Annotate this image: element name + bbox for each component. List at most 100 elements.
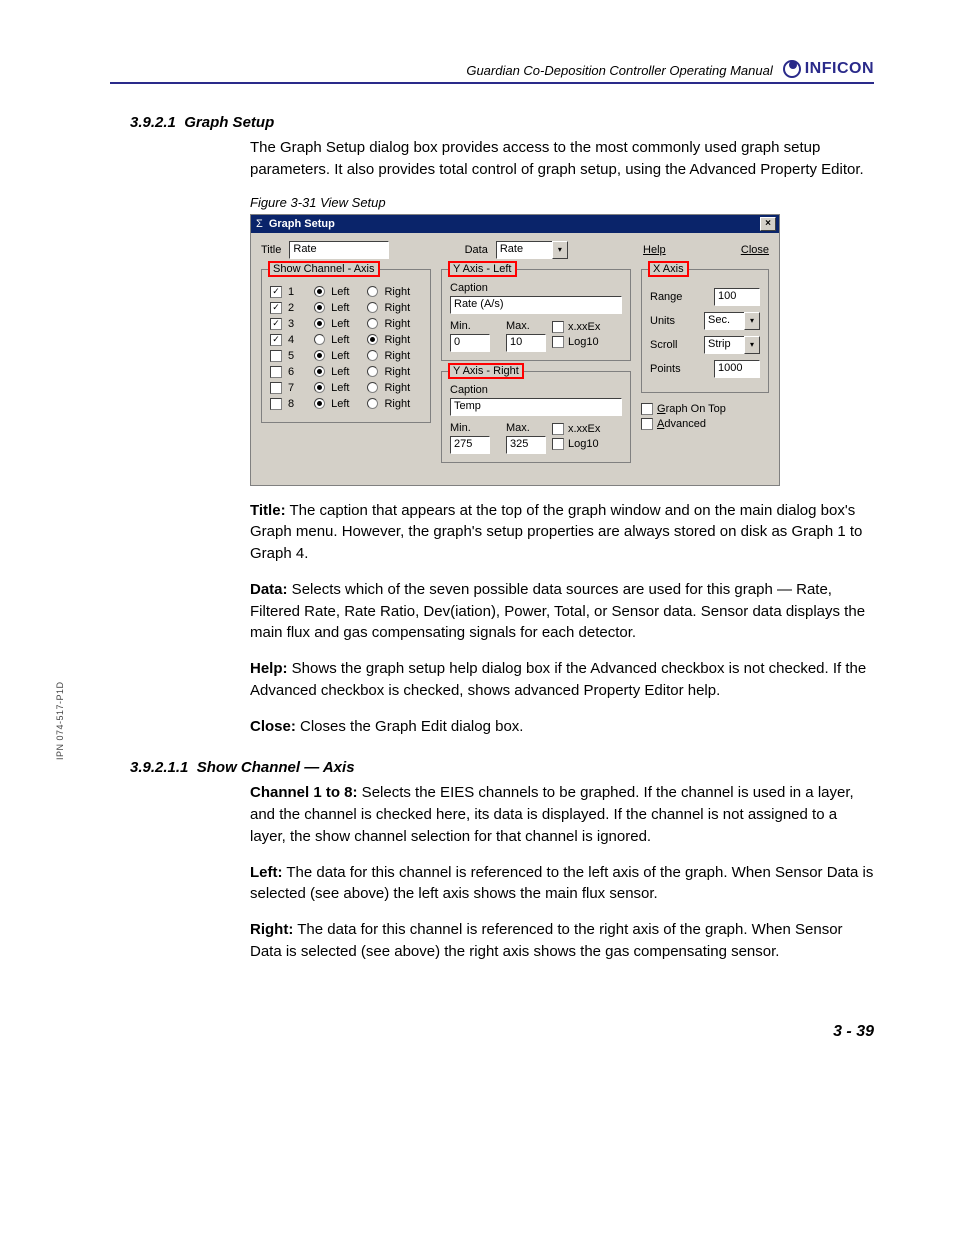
- channel-row-5: 5LeftRight: [270, 350, 422, 362]
- page-number: 3 - 39: [110, 1023, 874, 1041]
- channel-left-radio-1[interactable]: [314, 286, 325, 297]
- channel-check-1[interactable]: ✓: [270, 286, 282, 298]
- scroll-select[interactable]: Strip▾: [704, 336, 760, 354]
- channel-right-radio-2[interactable]: [367, 302, 378, 313]
- channel-check-3[interactable]: ✓: [270, 318, 282, 330]
- xxex-label-right: x.xxEx: [568, 423, 600, 435]
- sigma-icon: Σ: [256, 218, 263, 230]
- page-header: Guardian Co-Deposition Controller Operat…: [110, 60, 874, 84]
- channel-row-4: ✓4LeftRight: [270, 334, 422, 346]
- log-label-left: Log10: [568, 336, 599, 348]
- channel-right-radio-3[interactable]: [367, 318, 378, 329]
- side-note: IPN 074-517-P1D: [55, 681, 65, 760]
- min-input-right[interactable]: 275: [450, 436, 490, 454]
- log-check-right[interactable]: [552, 438, 564, 450]
- range-label: Range: [650, 291, 682, 303]
- chevron-down-icon[interactable]: ▾: [744, 312, 760, 330]
- desc-left: Left: The data for this channel is refer…: [250, 862, 874, 906]
- max-input-right[interactable]: 325: [506, 436, 546, 454]
- logo-text: INFICON: [805, 60, 874, 78]
- xxex-check-left[interactable]: [552, 321, 564, 333]
- units-select[interactable]: Sec.▾: [704, 312, 760, 330]
- channel-row-3: ✓3LeftRight: [270, 318, 422, 330]
- channel-right-radio-7[interactable]: [367, 382, 378, 393]
- log-check-left[interactable]: [552, 336, 564, 348]
- channel-num: 3: [288, 318, 294, 330]
- left-label: Left: [331, 286, 349, 298]
- channel-right-radio-4[interactable]: [367, 334, 378, 345]
- channel-num: 6: [288, 366, 294, 378]
- min-label-right: Min.: [450, 422, 471, 434]
- title-label: Title: [261, 244, 281, 256]
- channel-left-radio-5[interactable]: [314, 350, 325, 361]
- right-label: Right: [384, 350, 410, 362]
- chevron-down-icon[interactable]: ▾: [552, 241, 568, 259]
- y-axis-left-group: Y Axis - Left Caption Rate (A/s) Min. 0 …: [441, 269, 631, 361]
- max-label-left: Max.: [506, 320, 530, 332]
- desc-close: Close: Closes the Graph Edit dialog box.: [250, 716, 874, 738]
- help-button[interactable]: Help: [643, 244, 666, 256]
- y-axis-right-group: Y Axis - Right Caption Temp Min. 275 Max…: [441, 371, 631, 463]
- channel-check-4[interactable]: ✓: [270, 334, 282, 346]
- xxex-check-right[interactable]: [552, 423, 564, 435]
- xxex-label-left: x.xxEx: [568, 321, 600, 333]
- channel-row-8: 8LeftRight: [270, 398, 422, 410]
- max-label-right: Max.: [506, 422, 530, 434]
- range-input[interactable]: 100: [714, 288, 760, 306]
- left-label: Left: [331, 366, 349, 378]
- desc-right: Right: The data for this channel is refe…: [250, 919, 874, 963]
- right-label: Right: [384, 318, 410, 330]
- channel-left-radio-6[interactable]: [314, 366, 325, 377]
- units-label: Units: [650, 315, 675, 327]
- right-label: Right: [384, 286, 410, 298]
- channel-check-7[interactable]: [270, 382, 282, 394]
- title-input[interactable]: Rate: [289, 241, 389, 259]
- logo-icon: [783, 60, 801, 78]
- channel-right-radio-5[interactable]: [367, 350, 378, 361]
- manual-title: Guardian Co-Deposition Controller Operat…: [110, 63, 783, 78]
- min-input-left[interactable]: 0: [450, 334, 490, 352]
- left-label: Left: [331, 334, 349, 346]
- scroll-value: Strip: [704, 336, 744, 354]
- channel-left-radio-8[interactable]: [314, 398, 325, 409]
- channel-num: 8: [288, 398, 294, 410]
- channel-check-6[interactable]: [270, 366, 282, 378]
- data-select[interactable]: Rate ▾: [496, 241, 568, 259]
- channel-left-radio-2[interactable]: [314, 302, 325, 313]
- channel-check-5[interactable]: [270, 350, 282, 362]
- dialog-title: Graph Setup: [269, 218, 760, 230]
- desc-title: Title: The caption that appears at the t…: [250, 500, 874, 565]
- close-button[interactable]: Close: [741, 244, 769, 256]
- channel-right-radio-1[interactable]: [367, 286, 378, 297]
- channel-check-2[interactable]: ✓: [270, 302, 282, 314]
- caption-input-left[interactable]: Rate (A/s): [450, 296, 622, 314]
- graph-on-top-check[interactable]: [641, 403, 653, 415]
- channel-left-radio-7[interactable]: [314, 382, 325, 393]
- chevron-down-icon[interactable]: ▾: [744, 336, 760, 354]
- dialog-titlebar: Σ Graph Setup ×: [251, 215, 779, 233]
- log-label-right: Log10: [568, 438, 599, 450]
- close-icon[interactable]: ×: [760, 217, 776, 231]
- min-label-left: Min.: [450, 320, 471, 332]
- channel-left-radio-4[interactable]: [314, 334, 325, 345]
- desc-help: Help: Shows the graph setup help dialog …: [250, 658, 874, 702]
- right-label: Right: [384, 398, 410, 410]
- intro-paragraph: The Graph Setup dialog box provides acce…: [250, 137, 874, 181]
- channel-right-radio-8[interactable]: [367, 398, 378, 409]
- advanced-label: Advanced: [657, 418, 706, 430]
- graph-setup-dialog: Σ Graph Setup × Title Rate Data Rate ▾ H…: [250, 214, 780, 486]
- points-input[interactable]: 1000: [714, 360, 760, 378]
- channel-check-8[interactable]: [270, 398, 282, 410]
- channel-num: 7: [288, 382, 294, 394]
- y-axis-left-legend: Y Axis - Left: [448, 261, 517, 277]
- channel-left-radio-3[interactable]: [314, 318, 325, 329]
- max-input-left[interactable]: 10: [506, 334, 546, 352]
- left-label: Left: [331, 350, 349, 362]
- show-channel-group: Show Channel - Axis ✓1LeftRight✓2LeftRig…: [261, 269, 431, 423]
- right-label: Right: [384, 302, 410, 314]
- advanced-check[interactable]: [641, 418, 653, 430]
- channel-right-radio-6[interactable]: [367, 366, 378, 377]
- data-select-value: Rate: [496, 241, 552, 259]
- section-heading-show-channel: 3.9.2.1.1 Show Channel — Axis: [130, 759, 874, 776]
- caption-input-right[interactable]: Temp: [450, 398, 622, 416]
